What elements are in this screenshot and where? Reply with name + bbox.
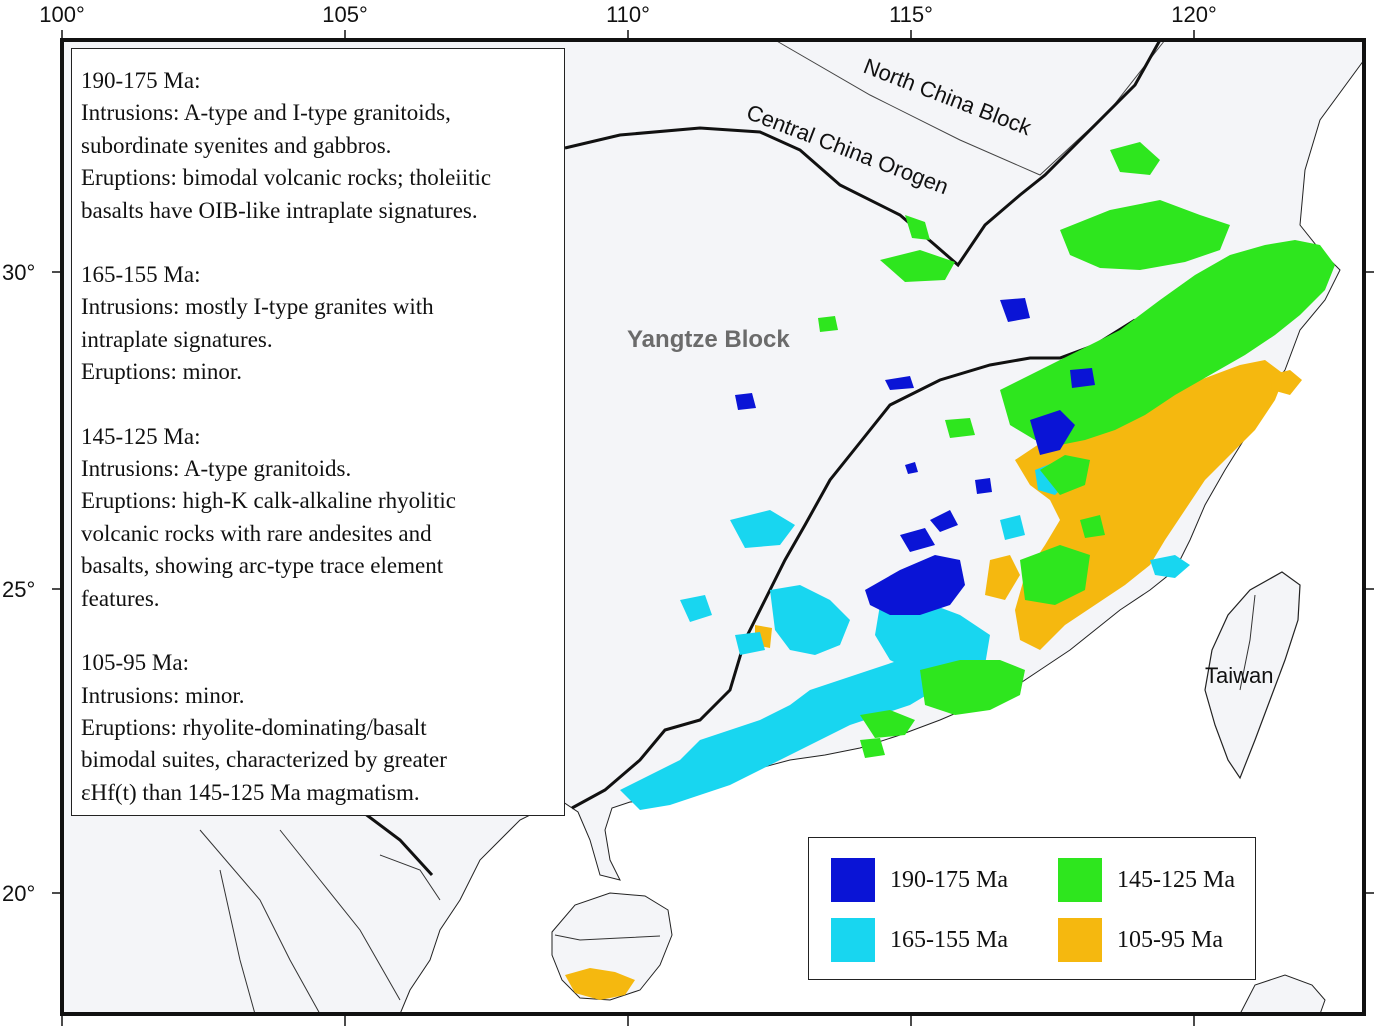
legend-item-165-155: 165-155 Ma <box>831 918 1008 962</box>
lon-label-110: 110° <box>606 2 650 27</box>
lat-label-25: 25° <box>2 577 35 602</box>
description-line: basalts, showing arc-type trace element <box>81 553 444 579</box>
taiwan-fault <box>1239 594 1256 691</box>
description-line: Intrusions: mostly I-type granites with <box>81 294 434 320</box>
period-heading: 145-125 Ma: <box>81 423 201 449</box>
axis-ticks <box>52 30 1374 1026</box>
description-line: Intrusions: A-type granitoids. <box>81 456 352 482</box>
taiwan-label: Taiwan <box>1205 663 1273 688</box>
description-line: Eruptions: high-K calk-alkaline rhyoliti… <box>81 488 456 514</box>
taiwan-island <box>1204 571 1301 780</box>
jiangshao-boundary <box>571 318 1136 810</box>
legend-label: 145-125 Ma <box>1117 866 1235 893</box>
description-line: Eruptions: minor. <box>81 359 242 385</box>
description-line: subordinate syenites and gabbros. <box>81 132 392 158</box>
legend-label: 105-95 Ma <box>1117 926 1223 953</box>
description-line: Intrusions: A-type and I-type granitoids… <box>81 100 451 126</box>
description-line: basalts have OIB-like intraplate signatu… <box>81 197 478 223</box>
legend-label: 165-155 Ma <box>890 926 1008 953</box>
description-line: εHf(t) than 145-125 Ma magmatism. <box>81 779 420 805</box>
description-line: Eruptions: bimodal volcanic rocks; thole… <box>81 165 492 191</box>
map-frame <box>60 38 1366 1016</box>
yangtze-block-label: Yangtze Block <box>627 326 790 353</box>
magmatism-description-box: 190-175 Ma: Intrusions: A-type and I-typ… <box>71 48 565 816</box>
legend-label: 190-175 Ma <box>890 866 1008 893</box>
period-block-165-155: 165-155 Ma: Intrusions: mostly I-type gr… <box>81 259 556 389</box>
description-line: bimodal suites, characterized by greater <box>81 747 447 773</box>
description-line: features. <box>81 585 160 611</box>
hainan-fault <box>554 934 661 941</box>
lat-label-20: 20° <box>2 881 35 906</box>
period-heading: 165-155 Ma: <box>81 262 201 288</box>
period-block-145-125: 145-125 Ma: Intrusions: A-type granitoid… <box>81 421 556 615</box>
patches-190-175-ma <box>735 298 1095 615</box>
patches-145-125-ma <box>818 142 1335 758</box>
period-block-105-95: 105-95 Ma: Intrusions: minor. Eruptions:… <box>81 647 556 809</box>
legend-swatch <box>1058 918 1102 962</box>
legend-swatch <box>831 918 875 962</box>
period-block-190-175: 190-175 Ma: Intrusions: A-type and I-typ… <box>81 65 556 227</box>
period-heading: 190-175 Ma: <box>81 68 201 93</box>
lon-label-120: 120° <box>1171 2 1217 27</box>
description-line: Intrusions: minor. <box>81 682 245 708</box>
period-heading: 105-95 Ma: <box>81 650 189 676</box>
legend-swatch <box>831 858 875 902</box>
central-china-orogen-boundary <box>564 39 1162 268</box>
legend-item-190-175: 190-175 Ma <box>831 858 1008 902</box>
legend-item-105-95: 105-95 Ma <box>1058 918 1223 962</box>
lon-label-100: 100° <box>39 2 85 27</box>
map-legend: 190-175 Ma 145-125 Ma 165-155 Ma 105-95 … <box>808 837 1256 980</box>
lon-label-105: 105° <box>322 2 368 27</box>
lat-label-30: 30° <box>2 260 35 285</box>
legend-item-145-125: 145-125 Ma <box>1058 858 1235 902</box>
description-line: intraplate signatures. <box>81 326 273 352</box>
sw-fault-lines <box>199 829 441 1015</box>
description-line: Eruptions: rhyolite-dominating/basalt <box>81 714 427 740</box>
lon-label-115: 115° <box>889 2 933 27</box>
north-china-boundary-thin <box>774 39 1166 176</box>
legend-swatch <box>1058 858 1102 902</box>
description-line: volcanic rocks with rare andesites and <box>81 520 432 546</box>
